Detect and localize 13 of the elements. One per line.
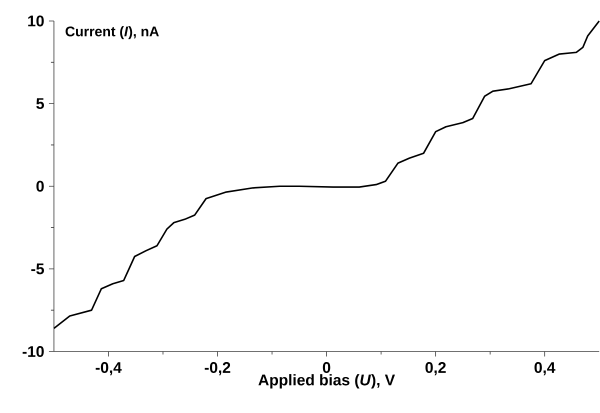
y-tick-label: -5 <box>31 263 44 274</box>
y-tick-label: 10 <box>28 15 44 26</box>
x-tick-label: -0,4 <box>96 362 122 376</box>
y-axis-title: Current (I), nA <box>66 26 159 39</box>
x-tick-label: 0,4 <box>534 362 556 376</box>
y-tick-label: 0 <box>36 180 44 192</box>
line-series <box>53 20 600 329</box>
y-tick-label: 5 <box>36 98 44 109</box>
x-tick-label: 0 <box>322 362 330 373</box>
x-axis-title: Applied bias (U), V <box>258 374 395 388</box>
x-tick-label: -0,2 <box>204 362 230 376</box>
x-tick-label: 0,2 <box>425 362 446 376</box>
y-tick-label: -10 <box>22 346 44 357</box>
